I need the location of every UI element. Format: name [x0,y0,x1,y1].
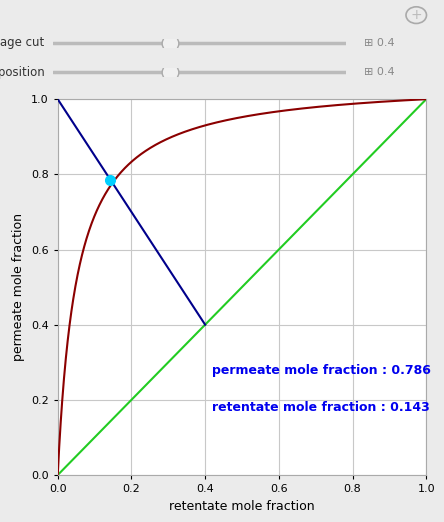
Y-axis label: permeate mole fraction: permeate mole fraction [12,213,25,361]
Text: permeate mole fraction : 0.786: permeate mole fraction : 0.786 [213,363,432,376]
Text: ⊞ 0.4: ⊞ 0.4 [364,67,395,77]
Text: +: + [410,8,422,22]
Text: retentate mole fraction : 0.143: retentate mole fraction : 0.143 [213,401,430,414]
Text: feed composition: feed composition [0,66,44,78]
X-axis label: retentate mole fraction: retentate mole fraction [169,500,315,513]
Text: stage cut: stage cut [0,37,44,49]
Text: ⊞ 0.4: ⊞ 0.4 [364,38,395,48]
